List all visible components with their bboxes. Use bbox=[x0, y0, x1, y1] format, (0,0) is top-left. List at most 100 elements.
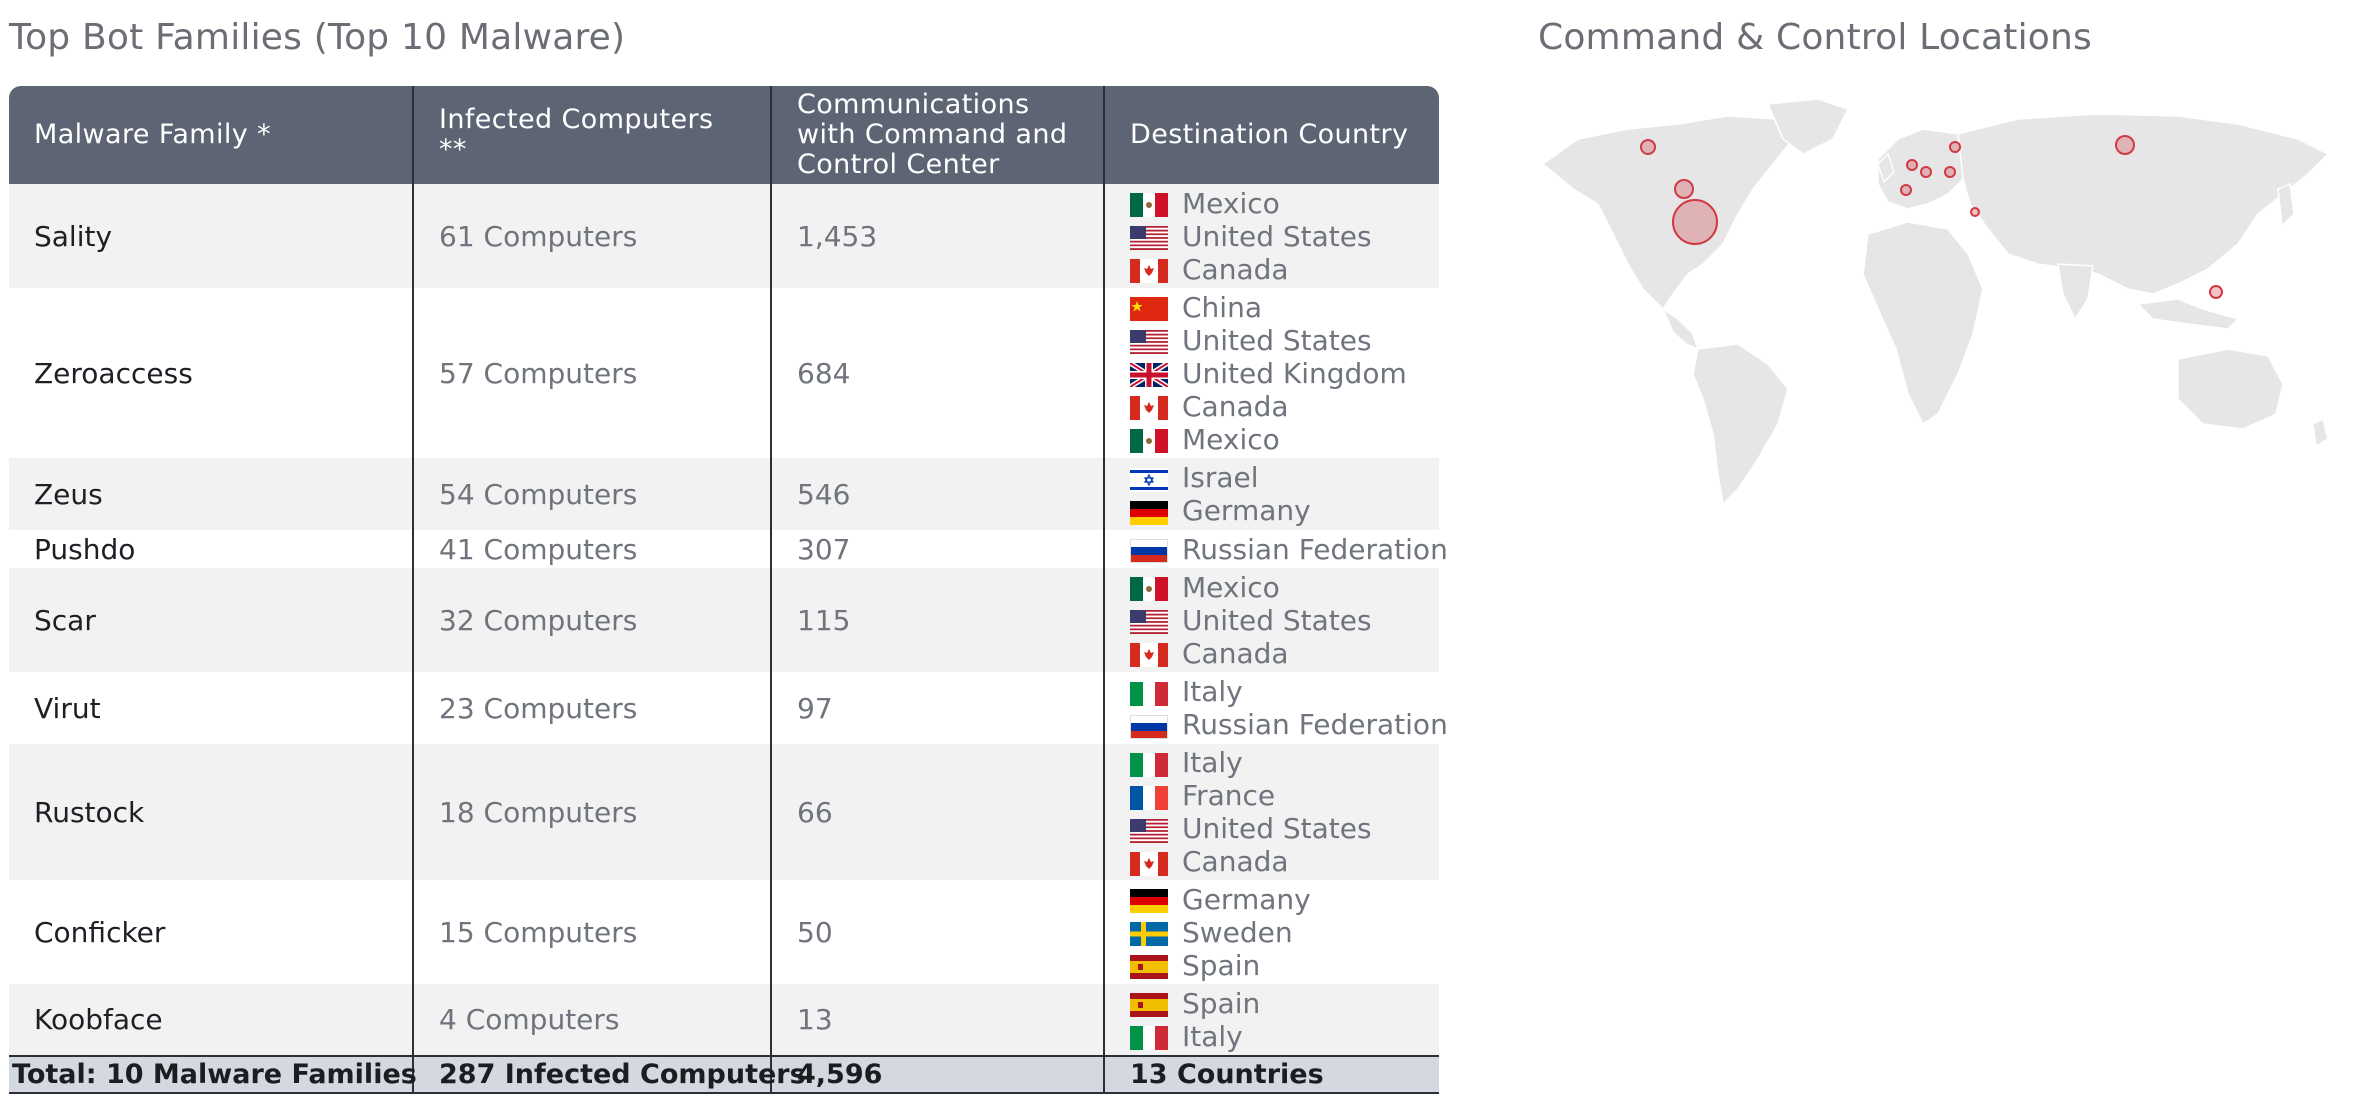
table-header-row: Malware Family * Infected Computers ** C… bbox=[9, 86, 1439, 184]
map-marker-germany[interactable] bbox=[1920, 166, 1932, 178]
map-marker-united-states[interactable] bbox=[1674, 179, 1694, 199]
country-entry: Sweden bbox=[1130, 916, 1419, 949]
flag-mx-icon bbox=[1130, 575, 1168, 601]
country-name: United Kingdom bbox=[1182, 356, 1407, 390]
country-entry: Mexico bbox=[1130, 423, 1419, 456]
map-marker-israel[interactable] bbox=[1970, 207, 1980, 217]
flag-il-icon bbox=[1130, 466, 1168, 492]
malware-family-cell: Conficker bbox=[9, 880, 413, 984]
country-name: Mexico bbox=[1182, 422, 1280, 456]
total-communications: 4,596 bbox=[770, 1055, 1104, 1094]
country-name: United States bbox=[1182, 603, 1372, 637]
flag-cn-icon bbox=[1130, 295, 1168, 321]
map-markers bbox=[1640, 135, 2223, 299]
infected-computers-cell: 57 Computers bbox=[412, 288, 771, 458]
flag-de-icon bbox=[1130, 887, 1168, 913]
flag-it-icon bbox=[1130, 680, 1168, 706]
flag-ru-icon bbox=[1130, 537, 1168, 563]
malware-family-cell: Sality bbox=[9, 184, 413, 288]
infected-computers-cell: 54 Computers bbox=[412, 458, 771, 530]
total-families: Total: 10 Malware Families bbox=[9, 1055, 417, 1094]
destination-country-cell: China United States United Kingdom Canada Me… bbox=[1103, 288, 1439, 458]
country-entry: United Kingdom bbox=[1128, 356, 1419, 390]
country-entry: Mexico bbox=[1130, 571, 1419, 604]
flag-de-icon bbox=[1130, 499, 1168, 525]
country-entry: Canada bbox=[1130, 390, 1419, 423]
communications-cell: 13 bbox=[770, 984, 1104, 1056]
flag-us-icon bbox=[1130, 224, 1168, 250]
infected-computers-cell: 32 Computers bbox=[412, 568, 771, 672]
table-row: Rustock 18 Computers 66 Italy France United S… bbox=[9, 744, 1439, 880]
country-name: United States bbox=[1182, 812, 1372, 845]
communications-cell: 115 bbox=[770, 568, 1104, 672]
table-row: Virut 23 Computers 97 Italy Russian Federati… bbox=[9, 672, 1448, 744]
table-row: Zeroaccess 57 Computers 684 China United Sta… bbox=[9, 288, 1439, 458]
country-entry: United States bbox=[1130, 220, 1419, 253]
totals-row: Total: 10 Malware Families 287 Infected … bbox=[9, 1055, 1439, 1094]
country-name: Mexico bbox=[1182, 186, 1280, 220]
country-entry: China bbox=[1130, 291, 1419, 324]
country-name: Germany bbox=[1182, 882, 1311, 916]
world-map bbox=[1541, 98, 2330, 506]
flag-fr-icon bbox=[1130, 784, 1168, 810]
country-name: Mexico bbox=[1182, 570, 1280, 604]
country-entry: Spain bbox=[1130, 949, 1419, 982]
country-name: United States bbox=[1182, 323, 1372, 357]
map-marker-australia[interactable] bbox=[2209, 285, 2223, 299]
communications-cell: 684 bbox=[770, 288, 1104, 458]
destination-country-cell: Israel Germany bbox=[1103, 458, 1439, 530]
country-name: France bbox=[1182, 779, 1276, 812]
map-marker-italy[interactable] bbox=[1944, 166, 1956, 178]
map-marker-sweden[interactable] bbox=[1949, 141, 1961, 153]
map-marker-russian-federation[interactable] bbox=[2115, 135, 2135, 155]
flag-us-icon bbox=[1130, 328, 1168, 354]
country-name: Israel bbox=[1182, 461, 1259, 494]
infected-computers-cell: 18 Computers bbox=[412, 744, 771, 880]
header-malware-family: Malware Family * bbox=[9, 86, 413, 184]
flag-us-icon bbox=[1130, 608, 1168, 634]
country-name: Russian Federation bbox=[1182, 532, 1448, 566]
country-name: United States bbox=[1182, 219, 1372, 253]
flag-se-icon bbox=[1130, 920, 1168, 946]
total-infected: 287 Infected Computers bbox=[412, 1055, 806, 1094]
country-entry: France bbox=[1130, 779, 1419, 812]
country-entry: United States bbox=[1130, 812, 1419, 845]
flag-es-icon bbox=[1130, 953, 1168, 979]
map-marker-mexico[interactable] bbox=[1672, 199, 1718, 245]
country-name: Germany bbox=[1182, 494, 1311, 527]
header-destination-country: Destination Country bbox=[1103, 86, 1439, 184]
country-entry: Russian Federation bbox=[1130, 708, 1448, 741]
table-row: Koobface 4 Computers 13 Spain Italy bbox=[9, 984, 1439, 1056]
destination-country-cell: Italy France United States Canada bbox=[1103, 744, 1439, 880]
country-name: Sweden bbox=[1182, 915, 1293, 949]
destination-country-cell: Spain Italy bbox=[1103, 984, 1439, 1056]
country-entry: Italy bbox=[1130, 675, 1419, 708]
country-entry: Mexico bbox=[1130, 187, 1419, 220]
map-marker-united-kingdom[interactable] bbox=[1906, 159, 1918, 171]
malware-family-cell: Zeroaccess bbox=[9, 288, 413, 458]
destination-country-cell: Mexico United States Canada bbox=[1103, 568, 1439, 672]
section-title-bot-families: Top Bot Families (Top 10 Malware) bbox=[9, 17, 626, 58]
infected-computers-cell: 15 Computers bbox=[412, 880, 771, 984]
top-bot-families-panel: Top Bot Families (Top 10 Malware) Malwar… bbox=[9, 14, 1448, 1094]
infected-computers-cell: 23 Computers bbox=[412, 672, 771, 744]
table-row: Pushdo 41 Computers 307 Russian Federation bbox=[9, 530, 1448, 568]
map-marker-spain[interactable] bbox=[1900, 184, 1912, 196]
country-entry: Russian Federation bbox=[1130, 533, 1448, 566]
malware-family-cell: Scar bbox=[9, 568, 413, 672]
country-name: Russian Federation bbox=[1182, 708, 1448, 741]
malware-table: Malware Family * Infected Computers ** C… bbox=[9, 86, 1448, 1094]
infected-computers-cell: 41 Computers bbox=[412, 530, 771, 568]
map-marker-canada[interactable] bbox=[1640, 139, 1656, 155]
country-entry: Germany bbox=[1130, 494, 1419, 527]
malware-family-cell: Koobface bbox=[9, 984, 413, 1056]
table-row: Zeus 54 Computers 546 Israel Germany bbox=[9, 458, 1439, 530]
country-name: Spain bbox=[1182, 986, 1261, 1020]
country-entry: Germany bbox=[1130, 883, 1419, 916]
flag-es-icon bbox=[1130, 991, 1168, 1017]
country-entry: United States bbox=[1130, 604, 1419, 637]
cc-locations-panel: Command & Control Locations bbox=[1538, 14, 2348, 506]
communications-cell: 1,453 bbox=[770, 184, 1104, 288]
country-name: Canada bbox=[1182, 252, 1289, 286]
table-row: Scar 32 Computers 115 Mexico United States Ca… bbox=[9, 568, 1439, 672]
